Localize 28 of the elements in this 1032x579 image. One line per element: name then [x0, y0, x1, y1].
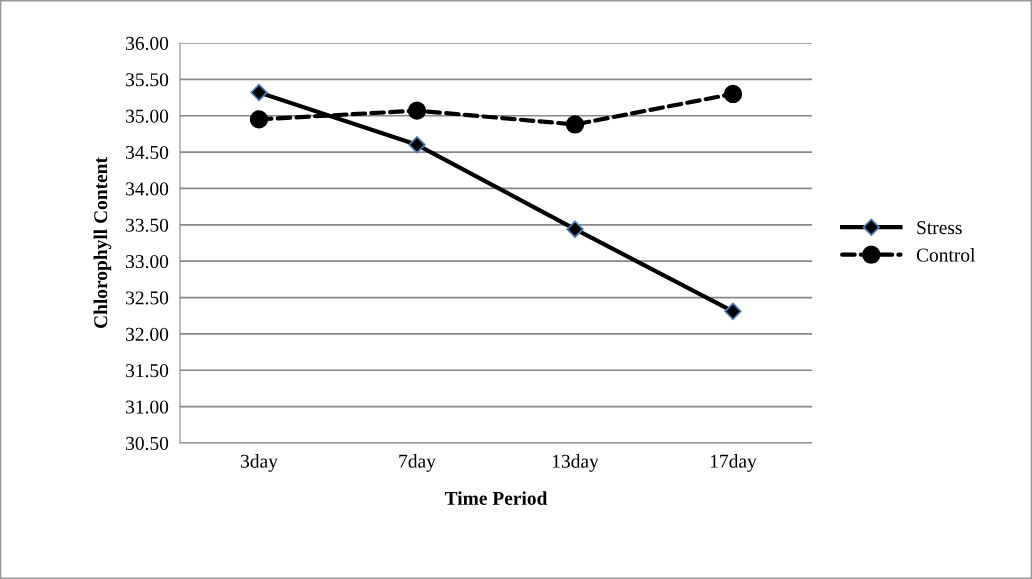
point: [566, 220, 584, 238]
point: [249, 110, 269, 129]
x-tick-label: 7day: [399, 454, 436, 472]
point: [724, 302, 742, 321]
point: [407, 101, 427, 120]
y-tick-label: 31.50: [126, 364, 169, 378]
y-tick-label: 32.00: [126, 327, 169, 341]
y-tick-label: 33.50: [126, 218, 169, 232]
y-tick-label: 31.00: [126, 400, 169, 414]
y-tick-label: 35.50: [126, 73, 169, 87]
y-axis-title: Chlorophyll Content: [93, 157, 112, 329]
y-tick-label: 34.50: [126, 145, 169, 160]
x-tick-label: 3day: [241, 454, 278, 472]
x-axis-title: Time Period: [444, 491, 548, 505]
y-tick-label: 32.50: [126, 291, 169, 305]
y-tick-label: 35.00: [126, 109, 169, 123]
y-tick-label: 34.00: [126, 182, 169, 196]
x-tick-label: 13day: [552, 454, 599, 472]
point: [408, 136, 426, 154]
point: [565, 115, 585, 134]
legend-label: Stress: [917, 221, 962, 235]
x-tick-label: 17day: [710, 454, 757, 472]
y-tick-label: 30.50: [126, 436, 169, 451]
y-tick-label: 33.00: [126, 255, 169, 269]
y-tick-label: 36.00: [126, 36, 169, 51]
point: [250, 83, 268, 102]
legend-label: Control: [916, 247, 976, 262]
point: [723, 84, 743, 104]
